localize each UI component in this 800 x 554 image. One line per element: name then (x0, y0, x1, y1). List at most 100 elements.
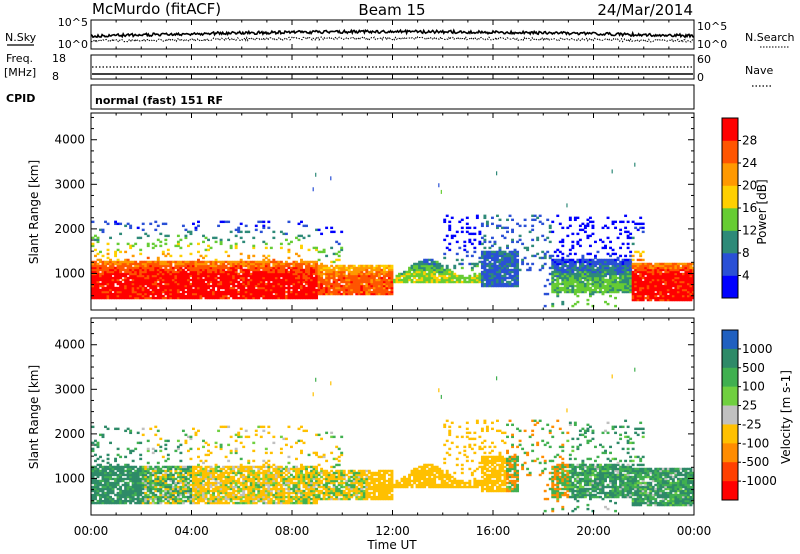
power-cell (207, 266, 210, 270)
power-cell (423, 262, 427, 266)
power-cell (252, 294, 256, 298)
power-cell (214, 236, 218, 240)
power-cell (566, 203, 568, 208)
power-cell (284, 286, 288, 290)
velocity-cell (176, 485, 180, 489)
power-cell (609, 284, 612, 288)
power-cell (508, 280, 512, 284)
power-cell (340, 286, 344, 290)
power-cell (586, 234, 590, 238)
power-cell (161, 262, 165, 266)
power-cell (624, 262, 628, 266)
power-cell (664, 286, 668, 290)
power-cell (136, 292, 140, 296)
power-cell (503, 236, 507, 240)
velocity-cell (144, 483, 148, 487)
power-cell (380, 272, 384, 276)
power-cell (302, 286, 306, 290)
velocity-cell (149, 481, 153, 485)
power-cell (159, 280, 163, 284)
power-cell (347, 292, 351, 296)
velocity-cell (197, 499, 200, 503)
power-cell (315, 274, 319, 278)
power-cell (521, 242, 525, 246)
velocity-cell (179, 493, 183, 497)
power-cell (322, 288, 326, 292)
power-cell (239, 290, 243, 294)
power-cell (179, 274, 183, 278)
power-cell (116, 248, 120, 252)
power-cell (186, 244, 190, 248)
power-cell (571, 266, 575, 270)
power-cell (96, 268, 100, 272)
power-cell (674, 296, 678, 300)
power-cell (262, 282, 266, 286)
power-cell (438, 274, 442, 278)
power-cell (656, 268, 660, 272)
power-cell (189, 262, 193, 266)
power-cell (322, 282, 326, 286)
power-cell (164, 264, 168, 268)
velocity-cell (186, 489, 190, 493)
power-cell (239, 270, 243, 274)
velocity-cell (204, 489, 208, 493)
power-cell (325, 284, 329, 288)
power-cell (287, 274, 291, 278)
power-cell (247, 288, 251, 292)
power-cell (302, 290, 306, 294)
power-cell (581, 288, 585, 292)
power-cell (159, 264, 163, 268)
power-cell (222, 282, 226, 286)
power-cell (204, 268, 208, 272)
velocity-cell (131, 485, 135, 489)
velocity-cell (169, 475, 173, 479)
velocity-cell (119, 489, 123, 493)
power-cell (317, 286, 321, 290)
power-cell (405, 272, 409, 276)
power-cell (111, 284, 115, 288)
power-cell (501, 250, 504, 254)
velocity-cell (91, 495, 95, 499)
power-cell (345, 282, 349, 286)
power-cell (636, 286, 640, 290)
power-cell (244, 260, 248, 264)
power-cell (222, 278, 226, 282)
velocity-cell (159, 471, 163, 475)
power-cell (423, 270, 427, 274)
power-cell (611, 248, 615, 252)
power-cell (641, 292, 645, 296)
power-cell (176, 296, 180, 300)
power-cell (327, 272, 331, 276)
power-cell (184, 262, 188, 266)
power-cell (435, 278, 439, 282)
power-cell (154, 288, 158, 292)
power-cell (254, 264, 258, 268)
velocity-cell (129, 451, 133, 455)
power-cell (636, 268, 640, 272)
velocity-cell (169, 469, 173, 473)
power-cell (156, 274, 160, 278)
velocity-cell (146, 447, 150, 451)
power-cell (496, 214, 499, 218)
power-cell (659, 266, 663, 270)
power-cell (126, 282, 130, 286)
power-cell (212, 270, 216, 274)
power-cell (382, 290, 386, 294)
power-cell (151, 286, 155, 290)
power-cell (558, 286, 562, 290)
power-cell (244, 264, 248, 268)
velocity-cell (136, 475, 140, 479)
velocity-cell (116, 491, 120, 495)
power-cell (199, 260, 203, 264)
power-cell (116, 290, 120, 294)
power-cell (490, 274, 494, 278)
power-cell (234, 246, 238, 250)
power-cell (473, 272, 477, 276)
power-cell (576, 258, 580, 262)
power-cell (204, 254, 208, 258)
power-cell (181, 264, 185, 268)
velocity-cell (121, 477, 125, 481)
power-cell (101, 296, 105, 300)
power-cell (689, 296, 693, 300)
power-cell (156, 292, 160, 296)
